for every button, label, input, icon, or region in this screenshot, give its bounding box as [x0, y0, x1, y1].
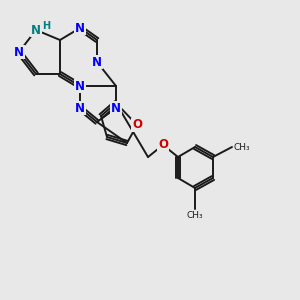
Text: N: N — [75, 101, 85, 115]
Text: N: N — [75, 22, 85, 34]
Text: O: O — [132, 118, 142, 131]
Text: N: N — [31, 23, 41, 37]
Text: H: H — [42, 21, 50, 31]
Text: N: N — [14, 46, 24, 59]
Text: CH₃: CH₃ — [233, 142, 250, 152]
Text: CH₃: CH₃ — [187, 211, 203, 220]
Text: O: O — [158, 139, 168, 152]
Text: N: N — [111, 101, 121, 115]
Text: N: N — [92, 56, 102, 68]
Text: N: N — [75, 80, 85, 92]
